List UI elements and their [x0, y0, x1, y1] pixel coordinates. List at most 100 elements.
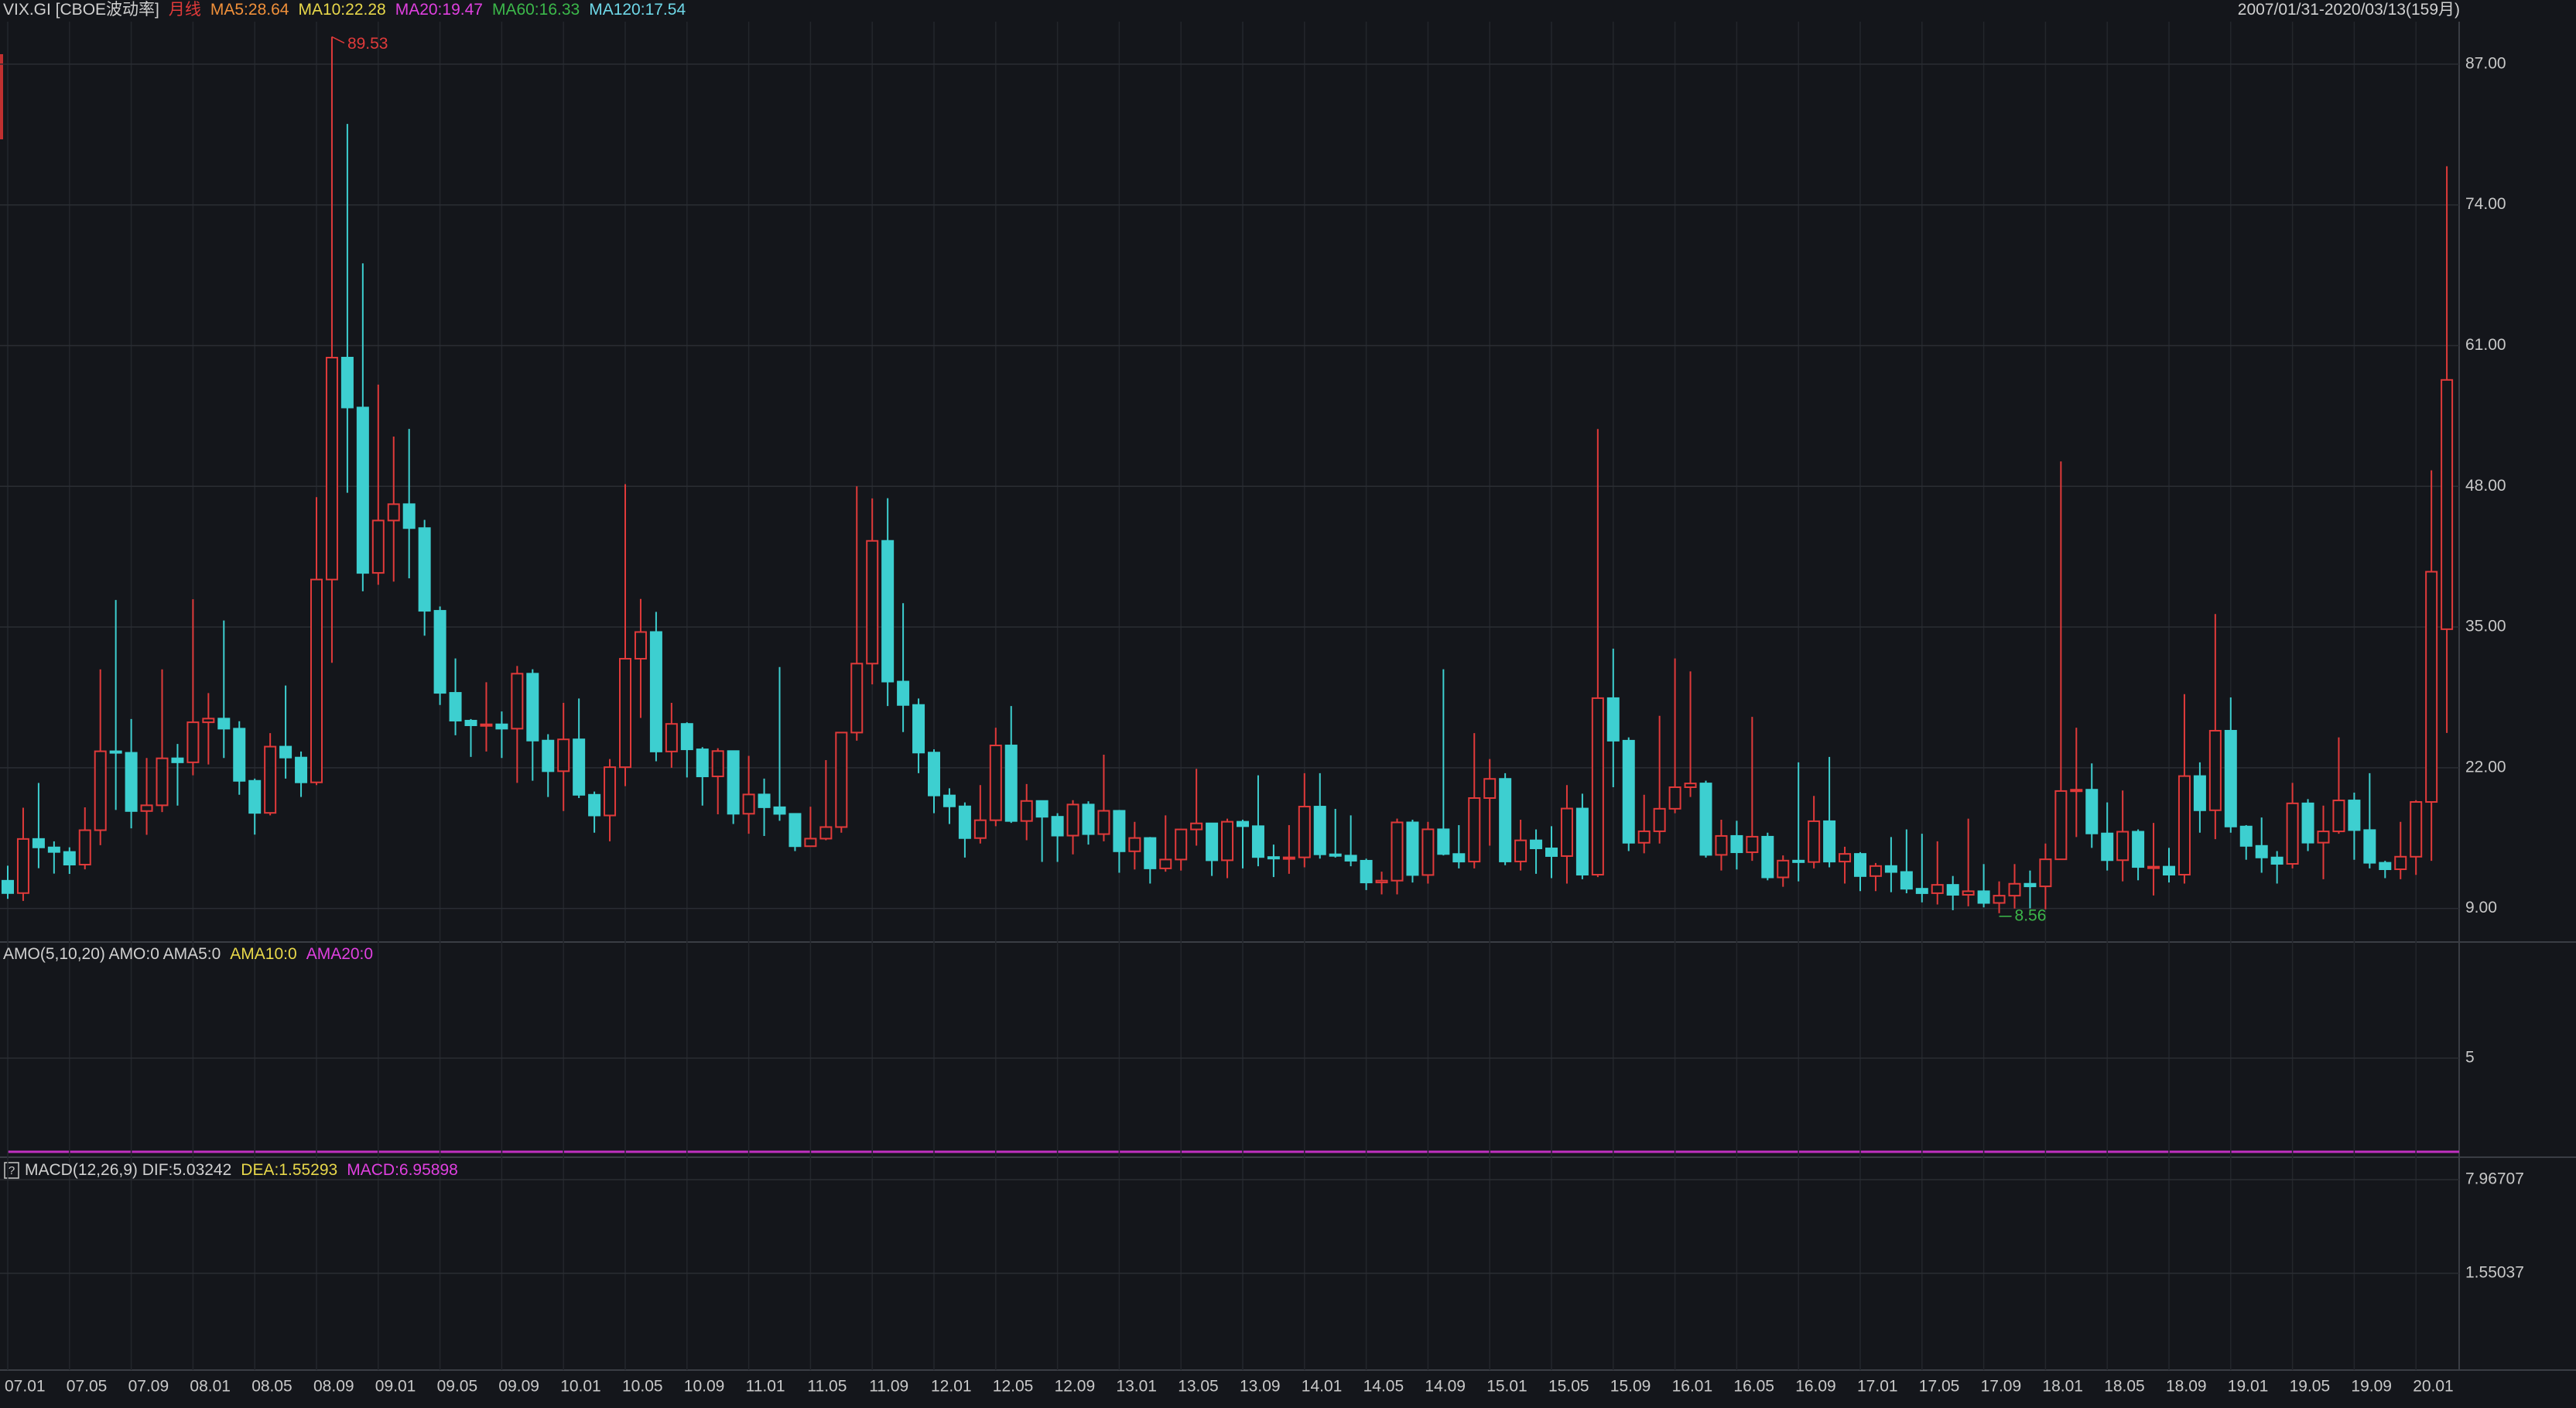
candle-body	[2441, 379, 2454, 630]
y-tick-label: 22.00	[2465, 758, 2506, 776]
y-tick-label: 61.00	[2465, 336, 2506, 354]
x-tick-label: 12.01	[931, 1378, 972, 1396]
candle-body	[1190, 822, 1203, 831]
amo-legend: AMO(5,10,20) AMO:0 AMA5:0	[3, 945, 221, 963]
symbol: VIX.GI [CBOE波动率]	[3, 1, 159, 19]
candle-body	[542, 739, 555, 773]
candle-body	[2116, 831, 2130, 862]
candle-body	[32, 838, 45, 848]
candle-body	[418, 527, 431, 612]
candle-body	[619, 658, 631, 769]
candle-body	[526, 673, 539, 742]
candle-body	[819, 826, 833, 840]
macd-legend: MACD:6.95898	[347, 1161, 458, 1179]
candle-body	[325, 356, 338, 581]
x-tick-label: 10.01	[560, 1378, 601, 1396]
candle-body	[16, 838, 29, 894]
x-tick-label: 14.05	[1363, 1378, 1404, 1396]
candle-body	[2379, 862, 2392, 871]
candle-body	[2255, 844, 2268, 858]
y-tick-label: 1.55037	[2465, 1264, 2524, 1282]
x-tick-label: 08.05	[251, 1378, 292, 1396]
candle-body	[1267, 856, 1280, 860]
candle-body	[356, 406, 369, 574]
x-tick-label: 18.09	[2166, 1378, 2207, 1396]
x-tick-label: 12.09	[1055, 1378, 1096, 1396]
x-tick-label: 17.05	[1919, 1378, 1960, 1396]
amo-legend: AMA20:0	[306, 945, 374, 963]
candle-body	[2147, 865, 2160, 869]
candle-body	[1869, 865, 1882, 877]
candle-body	[1298, 806, 1311, 858]
x-tick-label: 07.05	[67, 1378, 108, 1396]
ma-legend: MA120:17.54	[589, 1, 686, 19]
candle-body	[1637, 830, 1651, 844]
x-tick-label: 19.05	[2290, 1378, 2331, 1396]
candle-body	[588, 793, 601, 817]
candle-body	[1560, 807, 1573, 857]
candle-body	[1066, 803, 1079, 837]
candle-body	[1391, 821, 1404, 882]
candle-body	[727, 750, 740, 815]
macd-legend: DEA:1.55293	[241, 1161, 338, 1179]
candle-body	[310, 578, 323, 783]
candle-body	[495, 723, 508, 730]
candle-body	[2394, 855, 2407, 871]
y-tick-label: 7.96707	[2465, 1170, 2524, 1188]
amo-legend: AMA10:0	[230, 945, 297, 963]
candle-body	[2301, 802, 2314, 844]
ma-legend: MA20:19.47	[395, 1, 483, 19]
candle-body	[1051, 816, 1064, 837]
candle-body	[1575, 807, 1589, 876]
x-tick-label: 16.09	[1795, 1378, 1836, 1396]
date-range[interactable]: 2007/01/31-2020/03/13(159月)	[2237, 1, 2460, 19]
candle-body	[2054, 790, 2068, 861]
candle-body	[604, 766, 617, 817]
candle-body	[989, 745, 1002, 821]
amo-header: AMO(5,10,20) AMO:0 AMA5:0 AMA10:0 AMA20:0	[3, 944, 373, 964]
help-icon[interactable]	[4, 1162, 19, 1179]
candle-body	[125, 752, 138, 812]
x-tick-label: 14.09	[1425, 1378, 1466, 1396]
candle-body	[850, 663, 864, 734]
candle-body	[573, 738, 586, 796]
candle-body	[1406, 821, 1419, 876]
candle-body	[1452, 853, 1466, 863]
candle-body	[1004, 745, 1018, 822]
x-tick-label: 13.01	[1116, 1378, 1157, 1396]
candle-body	[1128, 837, 1141, 852]
x-tick-label: 19.01	[2228, 1378, 2269, 1396]
candle-body	[711, 750, 724, 778]
candle-body	[2270, 856, 2284, 865]
candle-body	[1915, 888, 1928, 894]
candle-body	[1622, 739, 1635, 844]
candle-body	[248, 779, 262, 814]
period[interactable]: 月线	[168, 1, 201, 19]
candle-body	[1854, 853, 1866, 877]
x-tick-label: 20.01	[2413, 1378, 2454, 1396]
candle-body	[2286, 802, 2299, 865]
candle-body	[1437, 828, 1450, 855]
candle-body	[1344, 855, 1357, 862]
candle-body	[1468, 796, 1481, 863]
candle-body	[1761, 835, 1774, 879]
candle-body	[1421, 828, 1435, 876]
candle-body	[480, 723, 493, 727]
candle-body	[1684, 783, 1697, 789]
candle-body	[387, 503, 400, 522]
header: VIX.GI [CBOE波动率] 月线 MA5:28.64 MA10:22.28 M…	[3, 0, 686, 20]
y-tick-label: 48.00	[2465, 477, 2506, 495]
candle-body	[1097, 810, 1110, 835]
candle-body	[1839, 853, 1852, 863]
candle-body	[1530, 839, 1543, 850]
candle-body	[696, 749, 709, 778]
candle-body	[2425, 570, 2438, 803]
candle-body	[78, 829, 91, 865]
candle-body	[140, 804, 153, 812]
candle-body	[1113, 810, 1126, 852]
candle-body	[1282, 856, 1295, 860]
candle-body	[449, 692, 462, 722]
candle-body	[958, 805, 971, 839]
candle-body	[1931, 884, 1944, 894]
candle-body	[1962, 890, 1975, 896]
